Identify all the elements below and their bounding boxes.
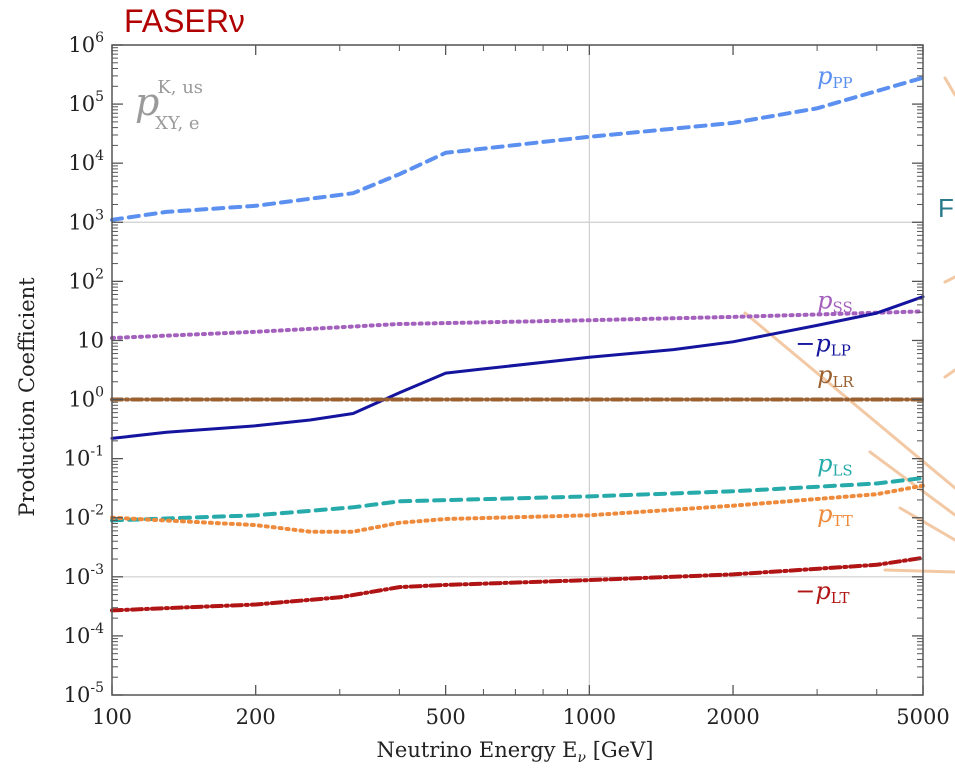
- y-tick-label-9: 10-3: [64, 562, 104, 589]
- x-tick-label-5: 5000: [896, 705, 949, 729]
- x-tick-label-0: 100: [92, 705, 132, 729]
- series-lines: [110, 75, 925, 613]
- series-label-ls: pLS: [817, 450, 853, 480]
- series-line-tt: [110, 483, 925, 534]
- y-tick-label-0: 106: [68, 30, 104, 57]
- series-line-ss: [110, 309, 925, 340]
- y-tick-label-2: 104: [68, 148, 104, 175]
- overlay-stroke-1: [943, 275, 955, 284]
- overlay-stroke-4: [868, 450, 955, 517]
- overlay-stroke-5: [898, 506, 955, 542]
- series-label-pp: pPP: [817, 62, 853, 92]
- y-tick-label-10: 10-4: [64, 621, 104, 648]
- plot-frame: [111, 44, 924, 696]
- y-tick-label-5: 10: [77, 328, 104, 352]
- y-tick-label-7: 10-1: [64, 444, 104, 471]
- series-label-lp: −pLP: [795, 330, 851, 360]
- cropped-side-letter: F: [938, 193, 954, 223]
- coefficient-annotation: pK, us XY, e: [135, 77, 203, 134]
- axis-ticks: 100 200 500 1000 2000 5000 106 105 104 103 102 10 10…: [64, 30, 950, 729]
- series-line-pp: [110, 75, 925, 222]
- x-tick-label-2: 500: [426, 705, 466, 729]
- x-tick-label-1: 200: [236, 705, 276, 729]
- y-tick-label-11: 10-5: [64, 680, 104, 707]
- series-line-ls: [110, 476, 925, 523]
- overlay-stroke-6: [883, 568, 955, 574]
- y-tick-label-6: 100: [68, 385, 104, 412]
- series-line-lt: [110, 555, 925, 613]
- overlay-stroke-0: [943, 76, 955, 97]
- y-tick-label-4: 102: [68, 266, 104, 293]
- x-axis-title: Neutrino Energy Eν [GeV]: [377, 738, 654, 766]
- x-tick-label-4: 2000: [706, 705, 759, 729]
- y-tick-label-8: 10-2: [64, 503, 104, 530]
- y-tick-label-3: 103: [68, 207, 104, 234]
- x-tick-label-3: 1000: [563, 705, 616, 729]
- y-tick-label-1: 105: [68, 89, 104, 116]
- series-label-lt: −pLT: [795, 577, 849, 607]
- series-label-lr: pLR: [817, 361, 854, 391]
- y-axis-title: Production Coefficient: [15, 277, 39, 517]
- series-label-tt: pTT: [817, 500, 853, 530]
- faser-nu-title: FASERν: [124, 3, 245, 39]
- overlay-stroke-2: [943, 368, 955, 379]
- series-line-lp: [110, 295, 925, 440]
- series-label-ss: pSS: [817, 286, 853, 316]
